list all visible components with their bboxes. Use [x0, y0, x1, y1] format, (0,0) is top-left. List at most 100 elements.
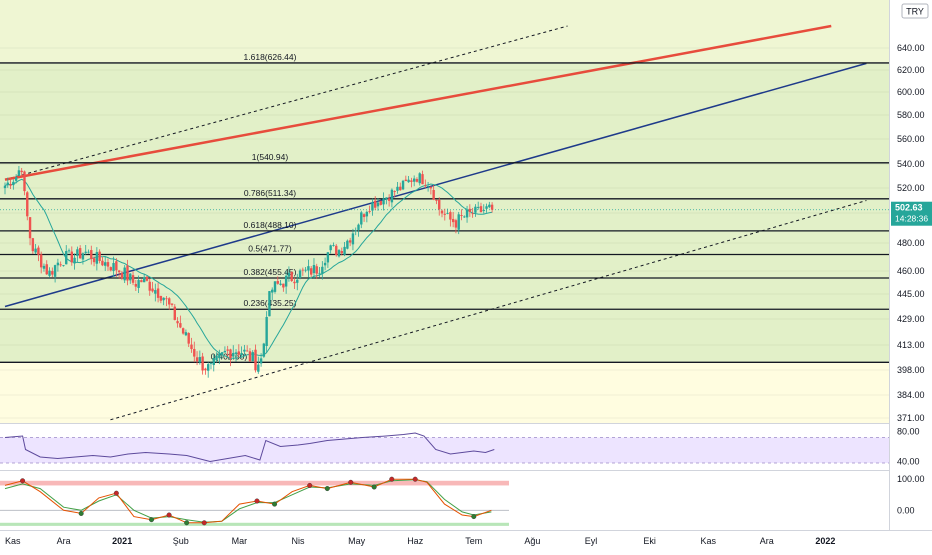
candle-body [9, 184, 12, 186]
price-tick-label: 384.00 [897, 390, 925, 400]
fib-level-label: 0.618(488.10) [244, 220, 297, 230]
candle-body [62, 265, 65, 267]
candle-body [106, 262, 110, 267]
candle-body [374, 200, 377, 208]
candle-body [76, 249, 79, 256]
candle-body [457, 214, 460, 230]
candle-body [56, 262, 60, 266]
candle-body [154, 290, 157, 294]
price-tick-label: 371.00 [897, 413, 925, 423]
candle-body [429, 187, 433, 189]
stoch-cross-marker [389, 476, 395, 482]
candle-body [112, 263, 115, 271]
candle-body [393, 191, 396, 192]
price-tick-label: 413.00 [897, 340, 925, 350]
stoch-cross-marker [78, 510, 84, 516]
rsi-indicator[interactable] [0, 432, 889, 464]
rsi-tick-label: 80.00 [897, 427, 920, 437]
channel-lower-dashed[interactable] [110, 200, 867, 421]
candle-body [257, 364, 260, 372]
time-tick-label: Ağu [524, 536, 540, 546]
candle-body [335, 245, 338, 255]
stoch-indicator[interactable] [0, 476, 509, 526]
time-tick-label: Ara [57, 536, 71, 546]
fib-level-label: 0.786(511.34) [244, 188, 296, 198]
candle-body [412, 178, 416, 182]
candle-body [162, 297, 165, 301]
candle-body [426, 186, 430, 187]
candle-body [181, 328, 185, 334]
candle-body [268, 291, 271, 317]
price-tick-label: 600.00 [897, 87, 925, 97]
candle-body [51, 271, 54, 275]
fib-retracement[interactable]: 1.618(626.44) 1(540.94) 0.786(511.34) 0.618… [0, 52, 889, 363]
stoch-overbought-zone [0, 480, 509, 486]
stoch-cross-marker [148, 517, 154, 523]
candle-body [357, 224, 360, 230]
price-axis[interactable] [890, 0, 932, 530]
candle-body [187, 333, 190, 344]
candle-body [90, 250, 93, 260]
candle-body [142, 277, 146, 283]
candle-body [12, 181, 15, 186]
time-tick-label: Nis [292, 536, 305, 546]
candle-body [198, 357, 202, 363]
fib-level-label: 1(540.94) [252, 152, 289, 162]
fib-level-label: 0.382(455.45) [244, 267, 297, 277]
channel-upper-dashed[interactable] [4, 25, 568, 181]
candle-body [276, 281, 279, 284]
fib-bands [0, 0, 889, 363]
stoch-tick-label: 0.00 [897, 505, 915, 515]
candle-body [329, 245, 332, 251]
channel-red-line[interactable] [4, 24, 832, 181]
candle-body [201, 356, 204, 371]
candle-body [115, 261, 118, 271]
rsi-line[interactable] [4, 432, 495, 463]
candle-body [28, 217, 32, 239]
fib-level-label: 0(402.60) [211, 351, 248, 361]
price-tick-label: 398.00 [897, 365, 925, 375]
candle-body [229, 349, 232, 359]
candle-body [385, 197, 388, 200]
candle-body [131, 275, 135, 283]
candle-body [126, 265, 129, 281]
candle-body [474, 206, 477, 213]
candle-body [471, 213, 474, 215]
candle-body [332, 245, 335, 246]
candle-body [248, 351, 252, 362]
candle-body [465, 209, 469, 218]
stoch-k-line[interactable] [4, 478, 492, 524]
candle-body [223, 350, 227, 353]
candle-body [390, 189, 394, 203]
price-tick-label: 640.00 [897, 43, 925, 53]
candle-body [438, 199, 441, 210]
stoch-oversold-zone [0, 522, 509, 526]
currency-badge[interactable]: TRY [901, 3, 929, 19]
time-tick-label: Ara [760, 536, 774, 546]
candle-body [415, 179, 419, 182]
candle-body [226, 349, 229, 351]
candle-body [337, 250, 341, 257]
time-tick-label: 2022 [815, 536, 835, 546]
candle-body [117, 270, 121, 273]
stoch-cross-marker [201, 520, 207, 526]
candle-body [485, 206, 488, 209]
candle-body [170, 303, 174, 305]
candle-body [287, 272, 291, 277]
candle-body [193, 348, 196, 357]
time-tick-label: Haz [407, 536, 424, 546]
candle-body [365, 211, 369, 217]
candle-body [259, 358, 263, 364]
stoch-cross-marker [20, 478, 26, 484]
candle-body [195, 357, 199, 362]
candle-body [245, 350, 249, 352]
candle-body [284, 275, 288, 287]
candle-body [53, 265, 57, 277]
candle-body [346, 240, 349, 249]
candle-body [279, 283, 282, 285]
candle-body [476, 206, 480, 208]
time-axis[interactable] [0, 531, 932, 550]
time-tick-label: 2021 [112, 536, 132, 546]
candle-body [176, 321, 179, 324]
